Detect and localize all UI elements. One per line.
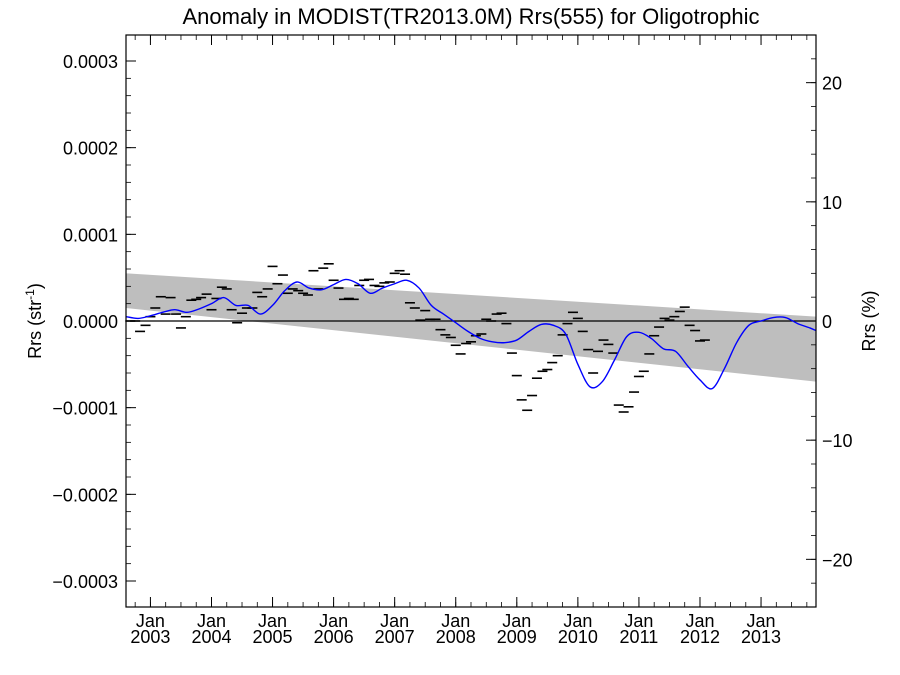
y-tick-label-left: 0.0003 bbox=[63, 52, 118, 72]
x-tick-label-month: Jan bbox=[319, 611, 348, 631]
x-tick-label-year: 2010 bbox=[558, 627, 598, 647]
x-tick-label-year: 2007 bbox=[375, 627, 415, 647]
y-tick-label-left: −0.0001 bbox=[52, 399, 118, 419]
x-tick-label-year: 2003 bbox=[130, 627, 170, 647]
x-tick-label-month: Jan bbox=[136, 611, 165, 631]
y-tick-label-right: 10 bbox=[822, 193, 842, 213]
smooth-series-line bbox=[125, 278, 817, 390]
y-tick-label-right: −20 bbox=[822, 550, 853, 570]
x-tick-label-month: Jan bbox=[685, 611, 714, 631]
x-tick-label-month: Jan bbox=[502, 611, 531, 631]
x-tick-label-month: Jan bbox=[747, 611, 776, 631]
x-tick-label-year: 2012 bbox=[680, 627, 720, 647]
y-tick-label-right: −10 bbox=[822, 431, 853, 451]
x-tick-label-year: 2005 bbox=[253, 627, 293, 647]
trend-band bbox=[126, 273, 816, 382]
y-tick-label-right: 0 bbox=[822, 312, 832, 332]
x-tick-label-month: Jan bbox=[563, 611, 592, 631]
y-tick-label-left: −0.0003 bbox=[52, 572, 118, 592]
plot-area: 0.0003 0.0002 0.0001 0.0000 −0.0001 −0.0002 −0… bbox=[52, 34, 853, 647]
x-tick-label-month: Jan bbox=[258, 611, 287, 631]
y-axis-label-left: Rrs (str-1) bbox=[23, 283, 45, 359]
y-tick-label-left: 0.0000 bbox=[63, 312, 118, 332]
y-axis-label-right: Rrs (%) bbox=[859, 291, 879, 352]
x-tick-label-year: 2004 bbox=[191, 627, 231, 647]
x-tick-label-year: 2011 bbox=[620, 627, 659, 647]
x-tick-label-year: 2008 bbox=[436, 627, 476, 647]
x-tick-label-year: 2006 bbox=[314, 627, 354, 647]
chart-title: Anomaly in MODIST(TR2013.0M) Rrs(555) fo… bbox=[182, 4, 759, 29]
x-tick-label-month: Jan bbox=[197, 611, 226, 631]
x-tick-label-year: 2009 bbox=[497, 627, 537, 647]
y-tick-label-right: 20 bbox=[822, 74, 842, 94]
x-tick-label-month: Jan bbox=[380, 611, 409, 631]
x-tick-label-year: 2013 bbox=[741, 627, 781, 647]
y-axis-label-left-superscript: -1 bbox=[23, 289, 37, 300]
x-tick-label-month: Jan bbox=[441, 611, 470, 631]
y-tick-label-left: 0.0001 bbox=[63, 225, 118, 245]
y-tick-label-left: −0.0002 bbox=[52, 485, 118, 505]
y-tick-label-left: 0.0002 bbox=[63, 139, 118, 159]
y-axis-label-left-text: Rrs (str bbox=[25, 300, 45, 359]
x-tick-label-month: Jan bbox=[624, 611, 653, 631]
y-axis-label-left-close: ) bbox=[25, 283, 45, 289]
